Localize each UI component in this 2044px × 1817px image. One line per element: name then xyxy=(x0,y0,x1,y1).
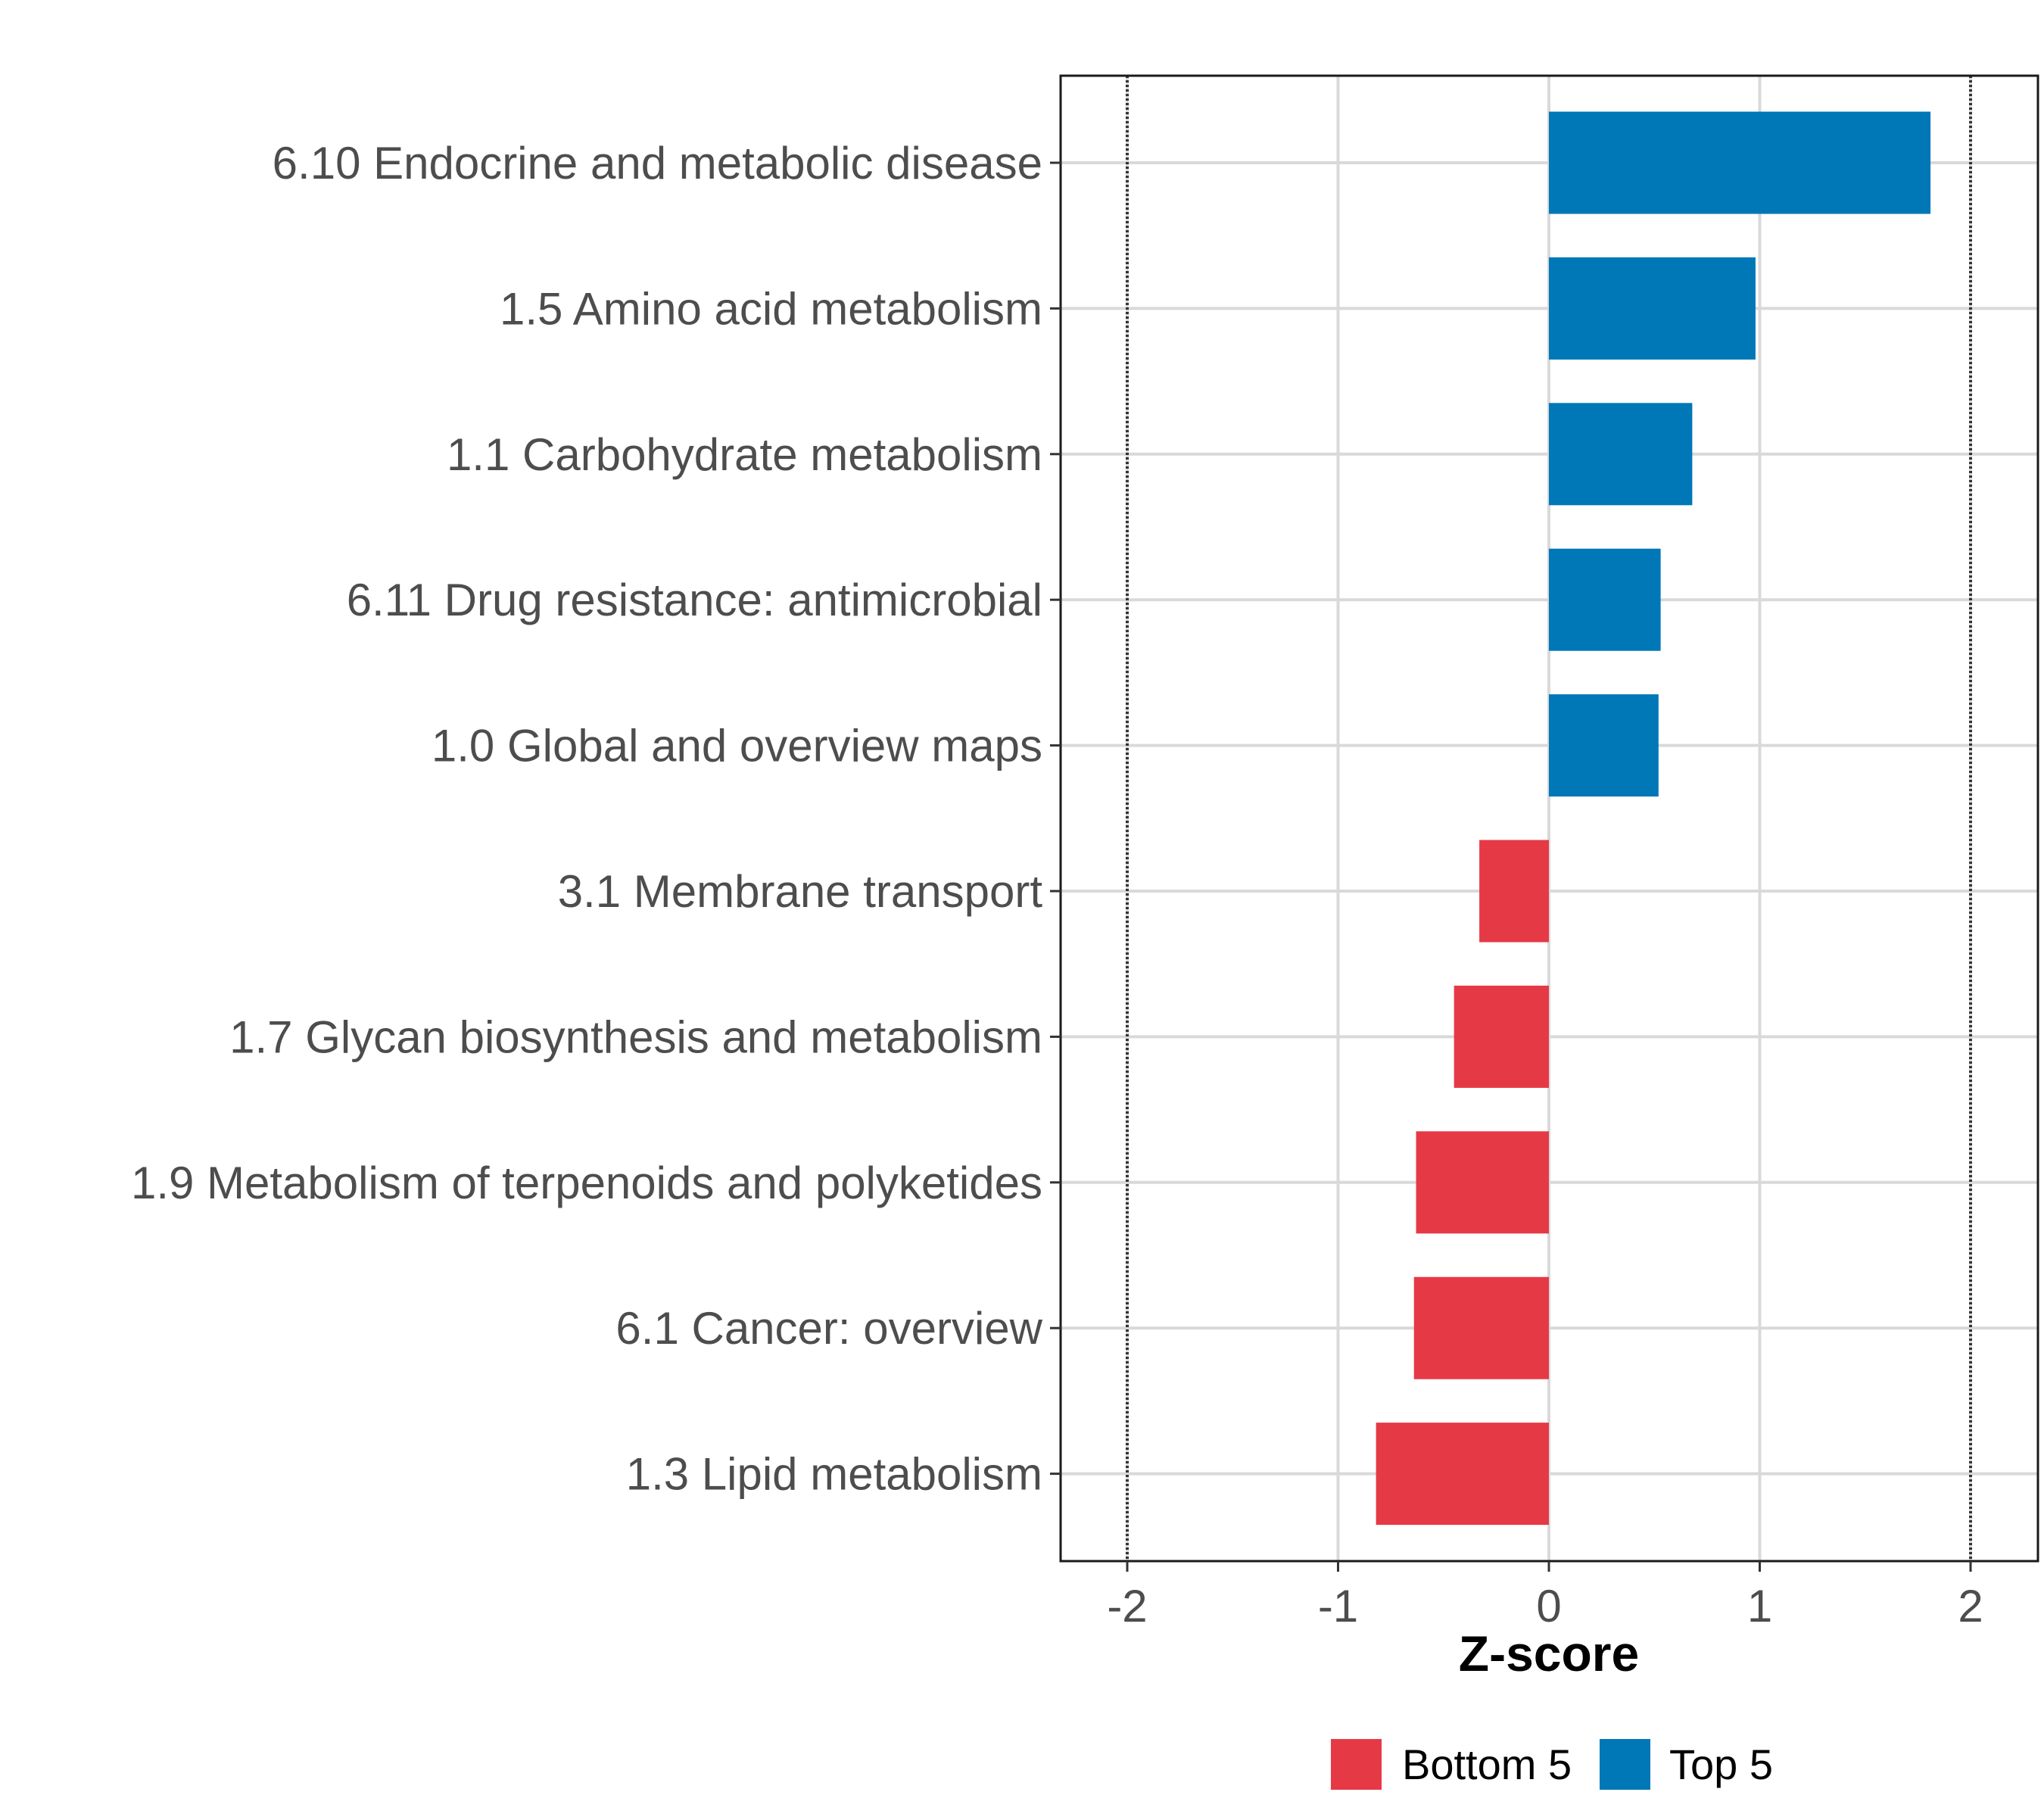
bar-top-5 xyxy=(1549,694,1659,797)
y-tick-label: 1.0 Global and overview maps xyxy=(432,721,1042,771)
legend-label: Bottom 5 xyxy=(1402,1741,1572,1788)
bar-top-1 xyxy=(1549,111,1931,214)
bar-top-4 xyxy=(1549,548,1661,651)
y-tick-label: 3.1 Membrane transport xyxy=(558,866,1043,917)
y-tick-label: 6.10 Endocrine and metabolic disease xyxy=(273,138,1042,189)
x-tick-label: 2 xyxy=(1958,1581,1983,1632)
y-axis-ticks xyxy=(1050,161,1061,1476)
bar-top-2 xyxy=(1549,257,1756,360)
x-axis-ticks xyxy=(1126,1561,1972,1572)
bar-bottom-10 xyxy=(1376,1423,1549,1526)
reference-lines xyxy=(1126,76,1972,1561)
x-axis-labels: -2 -1 0 1 2 xyxy=(1107,1581,1983,1632)
y-tick-label: 6.1 Cancer: overview xyxy=(615,1303,1042,1354)
y-axis-labels: 6.10 Endocrine and metabolic disease 1.5 … xyxy=(131,138,1043,1500)
bar-bottom-9 xyxy=(1413,1276,1549,1379)
y-tick-label: 1.9 Metabolism of terpenoids and polyket… xyxy=(131,1158,1042,1208)
bars xyxy=(1376,111,1931,1526)
legend-swatch xyxy=(1331,1739,1382,1790)
x-tick-label: -2 xyxy=(1107,1581,1147,1632)
y-tick-label: 1.7 Glycan biosynthesis and metabolism xyxy=(229,1011,1042,1062)
y-tick-label: 1.3 Lipid metabolism xyxy=(626,1449,1042,1500)
x-tick-label: 1 xyxy=(1747,1581,1772,1632)
x-axis-title: Z-score xyxy=(1459,1625,1639,1681)
legend-swatch xyxy=(1600,1739,1650,1790)
legend: Bottom 5 Top 5 xyxy=(1331,1739,1773,1790)
bar-bottom-6 xyxy=(1479,840,1549,943)
bar-top-3 xyxy=(1549,403,1693,506)
x-tick-label: -1 xyxy=(1318,1581,1358,1632)
bar-bottom-8 xyxy=(1416,1131,1549,1234)
bar-bottom-7 xyxy=(1454,985,1549,1088)
y-tick-label: 1.5 Amino acid metabolism xyxy=(500,283,1042,334)
legend-label: Top 5 xyxy=(1669,1741,1773,1788)
x-tick-label: 0 xyxy=(1536,1581,1561,1632)
y-tick-label: 6.11 Drug resistance: antimicrobial xyxy=(347,575,1042,625)
y-tick-label: 1.1 Carbohydrate metabolism xyxy=(447,429,1042,480)
